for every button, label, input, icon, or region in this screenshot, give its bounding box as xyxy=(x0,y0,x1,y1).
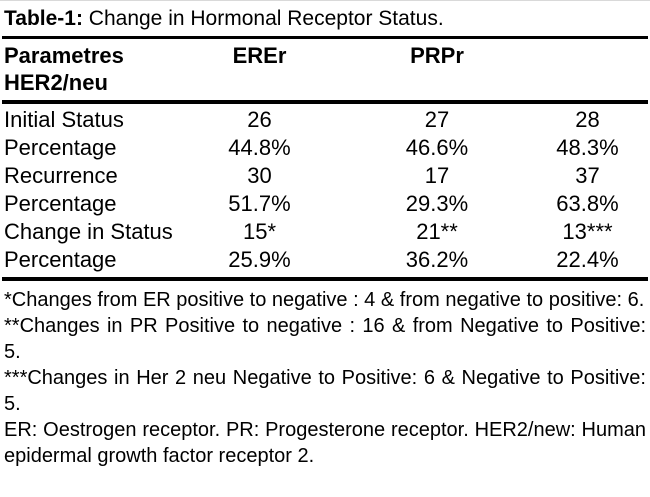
header-cell-empty xyxy=(527,42,648,69)
cell-erer: 26 xyxy=(247,107,272,132)
cell-her2neu: 13*** xyxy=(562,219,613,244)
cell-erer: 15* xyxy=(242,219,277,244)
cell-prpr: 17 xyxy=(424,163,450,188)
divider-above-footnotes xyxy=(2,277,648,281)
table-row: Recurrence 30 17 37 xyxy=(2,162,648,190)
cell-prpr: 46.6% xyxy=(405,135,469,160)
footnote-abbreviations: ER: Oestrogen receptor. PR: Progesterone… xyxy=(4,419,646,467)
cell-prpr: 29.3% xyxy=(405,191,469,216)
cell-her2neu: 22.4% xyxy=(556,247,619,272)
cell-erer: 51.7% xyxy=(228,191,291,216)
cell-her2neu: 48.3% xyxy=(556,135,619,160)
header-cell-erer: EREr xyxy=(232,43,287,68)
footnote-pr-changes: **Changes in PR Positive to negative : 1… xyxy=(4,315,646,363)
table-body: Initial Status 26 27 28 Percentage 44.8%… xyxy=(2,104,648,277)
row-label: Percentage xyxy=(4,135,117,160)
cell-erer: 25.9% xyxy=(228,247,291,272)
divider-under-title xyxy=(2,36,648,39)
header-cell-prpr: PRPr xyxy=(410,43,464,68)
table-row: Percentage 44.8% 46.6% 48.3% xyxy=(2,134,648,162)
table-row: Initial Status 26 27 28 xyxy=(2,106,648,134)
cell-her2neu: 63.8% xyxy=(556,191,619,216)
header-cell-parametres: Parametres xyxy=(4,43,124,68)
table-row: Percentage 25.9% 36.2% 22.4% xyxy=(2,246,648,274)
cell-her2neu: 37 xyxy=(575,163,600,188)
footnotes: *Changes from ER positive to negative : … xyxy=(2,281,648,469)
header-cell-her2neu: HER2/neu xyxy=(4,70,108,95)
row-label: Percentage xyxy=(4,191,117,216)
cell-prpr: 27 xyxy=(424,107,450,132)
footnote-her2-changes: ***Changes in Her 2 neu Negative to Posi… xyxy=(4,367,646,415)
table-row: Percentage 51.7% 29.3% 63.8% xyxy=(2,190,648,218)
cell-erer: 44.8% xyxy=(228,135,291,160)
table-caption-label: Table-1: xyxy=(4,7,83,30)
cell-prpr: 36.2% xyxy=(405,247,469,272)
cell-her2neu: 28 xyxy=(575,107,600,132)
divider-under-header xyxy=(2,100,648,104)
cell-erer: 30 xyxy=(247,163,272,188)
table-caption-text: Change in Hormonal Receptor Status. xyxy=(82,7,444,30)
row-label: Change in Status xyxy=(4,219,173,244)
row-label: Initial Status xyxy=(4,107,124,132)
table-row: Change in Status 15* 21** 13*** xyxy=(2,218,648,246)
table-caption: Table-1: Change in Hormonal Receptor Sta… xyxy=(2,1,648,36)
table-header-row: Parametres EREr PRPr xyxy=(2,42,648,69)
row-label: Recurrence xyxy=(4,163,118,188)
cell-prpr: 21** xyxy=(416,219,458,244)
footnote-er-changes: *Changes from ER positive to negative : … xyxy=(4,289,645,311)
row-label: Percentage xyxy=(4,247,117,272)
table-header: Parametres EREr PRPr HER2/neu xyxy=(2,39,648,100)
